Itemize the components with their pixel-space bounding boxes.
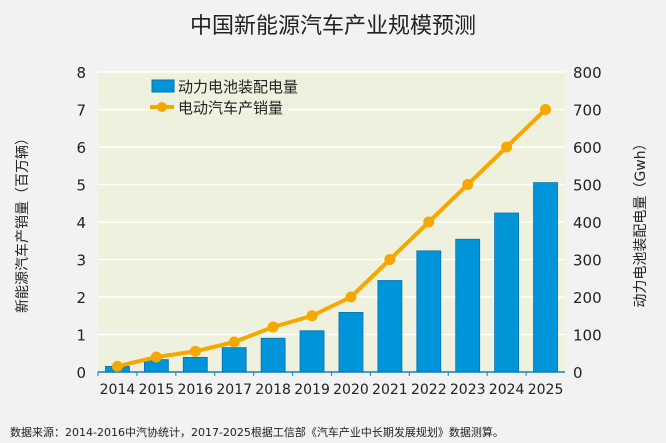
y-tick-right: 800: [573, 64, 602, 82]
line-point: [345, 291, 357, 303]
y-tick-left: 8: [76, 64, 86, 82]
y-tick-left: 7: [76, 102, 86, 120]
y-tick-right: 100: [573, 327, 602, 345]
line-point: [150, 351, 162, 363]
y-tick-left: 6: [76, 139, 86, 157]
line-point: [501, 141, 513, 153]
line-series: [116, 108, 547, 369]
bar: [221, 347, 247, 373]
source-note: 数据来源：2014-2016中汽协统计，2017-2025根据工信部《汽车产业中…: [10, 426, 504, 439]
x-tick-label: 2021: [372, 382, 408, 398]
bar: [533, 182, 558, 373]
y-tick-right: 0: [573, 364, 583, 382]
y-tick-right: 500: [573, 177, 602, 195]
bar: [260, 337, 286, 373]
line-point: [384, 254, 396, 265]
line-point: [540, 104, 552, 115]
chart-title: 中国新能源汽车产业规模预测: [189, 14, 476, 39]
y-tick-right: 300: [573, 252, 602, 270]
legend-line-label: 电动汽车产销量: [178, 99, 283, 117]
legend-line-marker: [157, 102, 167, 112]
x-tick-label: 2025: [528, 382, 564, 398]
bar: [416, 250, 442, 373]
x-tick-label: 2022: [411, 382, 447, 398]
y-tick-left: 1: [76, 327, 86, 345]
bar: [182, 356, 208, 373]
x-tick-label: 2020: [333, 382, 369, 398]
line-point: [423, 216, 435, 228]
bar: [494, 212, 520, 373]
line-point: [306, 310, 318, 322]
x-tick-label: 2014: [100, 382, 136, 398]
y-tick-left: 0: [76, 364, 86, 382]
y-tick-left: 2: [76, 289, 86, 307]
y-tick-left: 4: [76, 214, 86, 232]
x-tick-label: 2023: [450, 382, 486, 398]
line-point: [189, 345, 201, 357]
line-point: [111, 360, 123, 372]
line-point: [462, 179, 474, 190]
y-tick-right: 600: [573, 139, 602, 157]
bar: [338, 311, 364, 373]
y-tick-right: 700: [573, 102, 602, 120]
x-tick-label: 2019: [294, 382, 330, 398]
x-tick-label: 2016: [177, 382, 213, 398]
x-tick-label: 2017: [216, 382, 252, 398]
x-tick-label: 2015: [139, 382, 175, 398]
y-tick-left: 3: [76, 252, 86, 270]
y-tick-right: 200: [573, 289, 602, 307]
x-tick-label: 2024: [489, 382, 525, 398]
y-tick-left: 5: [76, 177, 86, 195]
bar: [455, 238, 481, 373]
line-point: [228, 336, 240, 348]
y-tick-right: 400: [573, 214, 602, 232]
bar: [299, 330, 325, 373]
legend-bar-swatch: [151, 79, 175, 93]
x-tick-label: 2018: [255, 382, 291, 398]
line-point: [267, 321, 279, 333]
bar: [377, 280, 403, 373]
legend-bar-label: 动力电池装配电量: [178, 78, 298, 96]
